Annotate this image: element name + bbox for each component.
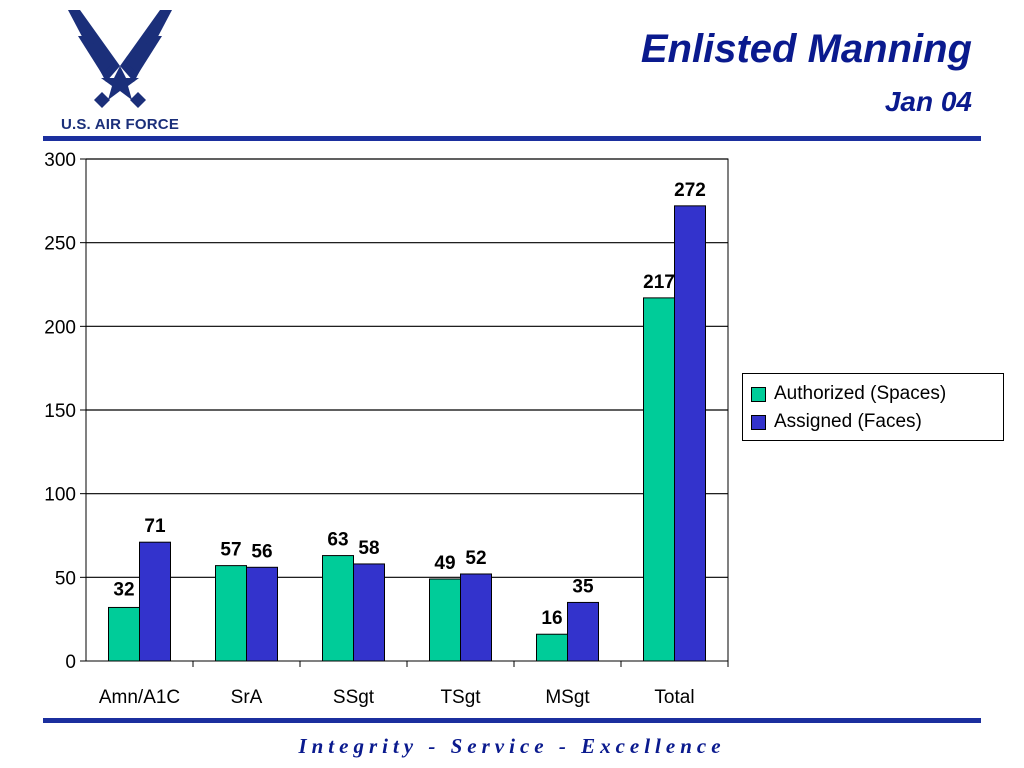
air-force-logo: U.S. AIR FORCE — [40, 8, 200, 138]
data-label: 217 — [643, 272, 675, 293]
x-tick-label: SSgt — [333, 687, 375, 708]
labels: 0 50 100 150 200 250 300 Amn/A1C 32 71 SrA 57 56 SSgt… — [44, 150, 706, 708]
x-tick-label: TSgt — [440, 687, 481, 708]
x-tick-label: Amn/A1C — [99, 687, 180, 708]
y-tick-label: 300 — [44, 150, 76, 171]
y-tick-label: 100 — [44, 485, 76, 506]
page-title: Enlisted Manning — [640, 27, 972, 71]
bar-authorized — [536, 633, 568, 662]
header-divider — [43, 136, 981, 141]
bar-authorized — [215, 565, 247, 662]
bar-authorized — [643, 297, 675, 662]
data-label: 57 — [220, 540, 241, 561]
x-tick-label: SrA — [231, 687, 263, 708]
bars — [108, 205, 706, 662]
y-tick-label: 200 — [44, 317, 76, 338]
footer-motto: Integrity - Service - Excellence — [298, 734, 726, 758]
legend-swatch-authorized — [751, 386, 766, 402]
bar-assigned — [567, 601, 599, 662]
data-label: 49 — [434, 553, 455, 574]
data-label: 63 — [327, 530, 348, 551]
bar-assigned — [353, 563, 385, 662]
x-tick-label: MSgt — [545, 687, 590, 708]
y-tick-label: 150 — [44, 401, 76, 422]
y-tick-label: 50 — [55, 568, 76, 589]
data-label: 35 — [572, 576, 594, 597]
data-label: 56 — [251, 541, 272, 562]
air-force-wings-icon — [68, 10, 172, 108]
page-subtitle: Jan 04 — [884, 86, 972, 117]
data-label: 58 — [358, 538, 379, 559]
data-label: 52 — [465, 548, 486, 569]
legend-label-authorized: Authorized (Spaces) — [774, 383, 947, 404]
legend-swatch-assigned — [751, 414, 766, 430]
legend-item-authorized: Authorized (Spaces) — [751, 380, 1003, 408]
y-tick-label: 0 — [65, 652, 76, 673]
bar-authorized — [429, 578, 461, 662]
bar-authorized — [108, 606, 140, 662]
bar-assigned — [674, 205, 706, 662]
chart-legend: Authorized (Spaces) Assigned (Faces) — [742, 373, 1004, 441]
bar-assigned — [139, 541, 171, 662]
bar-assigned — [460, 573, 492, 662]
legend-label-assigned: Assigned (Faces) — [774, 411, 922, 432]
data-label: 272 — [674, 180, 706, 201]
y-tick-label: 250 — [44, 234, 76, 255]
footer-divider — [43, 718, 981, 723]
bar-assigned — [246, 566, 278, 662]
bar-authorized — [322, 555, 354, 662]
data-label: 71 — [144, 516, 166, 537]
data-label: 16 — [541, 608, 562, 629]
data-label: 32 — [113, 579, 134, 600]
x-tick-label: Total — [654, 687, 694, 708]
logo-text: U.S. AIR FORCE — [60, 116, 180, 133]
legend-item-assigned: Assigned (Faces) — [751, 408, 1003, 436]
grid-lines — [85, 158, 729, 662]
axes — [80, 158, 729, 667]
